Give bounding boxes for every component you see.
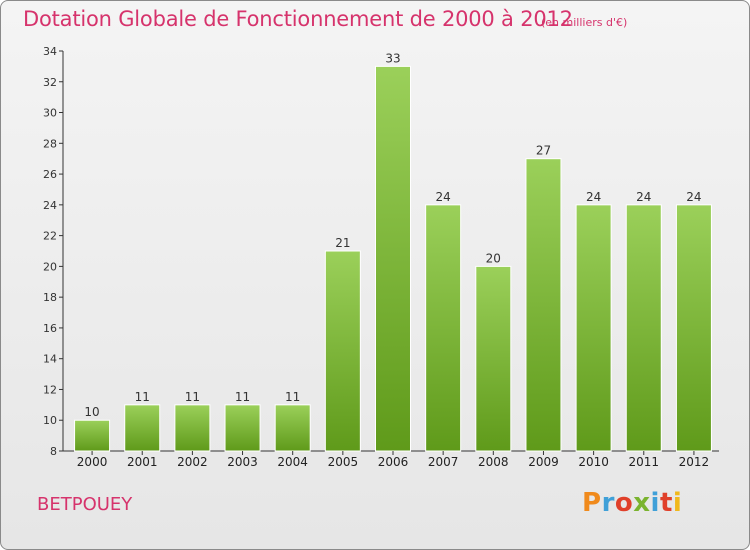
y-tick-label: 12 xyxy=(43,383,57,396)
bar-2009 xyxy=(525,158,562,452)
x-tick-label-2005: 2005 xyxy=(328,455,359,469)
y-tick-label: 18 xyxy=(43,291,57,304)
bar-2006 xyxy=(375,65,411,452)
commune-name: BETPOUEY xyxy=(37,494,133,515)
x-tick-label-2009: 2009 xyxy=(528,455,559,469)
data-label-2010: 24 xyxy=(586,190,601,204)
y-tick-label: 30 xyxy=(43,107,57,120)
x-tick-label-2007: 2007 xyxy=(428,455,459,469)
y-tick-label: 8 xyxy=(50,445,57,458)
y-tick-label: 10 xyxy=(43,414,57,427)
y-tick-label: 22 xyxy=(43,230,57,243)
x-tick-label-2012: 2012 xyxy=(679,455,710,469)
bar-2012 xyxy=(675,204,712,452)
logo-letter: x xyxy=(633,488,651,518)
logo-letter: i xyxy=(672,488,683,518)
data-label-2000: 10 xyxy=(84,405,99,419)
bar-2008 xyxy=(475,265,512,452)
logo-letter: r xyxy=(601,488,615,518)
bar-2001 xyxy=(124,404,161,452)
x-tick-label-2008: 2008 xyxy=(478,455,509,469)
bar-2000 xyxy=(74,419,111,452)
x-tick-label-2011: 2011 xyxy=(628,455,659,469)
x-tick-label-2001: 2001 xyxy=(127,455,158,469)
data-label-2005: 21 xyxy=(335,236,350,250)
data-label-2004: 11 xyxy=(285,390,300,404)
data-label-2012: 24 xyxy=(686,190,701,204)
data-label-2011: 24 xyxy=(636,190,651,204)
data-label-2007: 24 xyxy=(436,190,451,204)
y-tick-label: 24 xyxy=(43,199,57,212)
logo-letter: o xyxy=(614,488,634,518)
data-label-2006: 33 xyxy=(385,51,400,65)
y-tick-label: 20 xyxy=(43,260,57,273)
data-label-2009: 27 xyxy=(536,144,551,158)
x-tick-label-2000: 2000 xyxy=(77,455,108,469)
y-tick-label: 28 xyxy=(43,137,57,150)
y-tick-label: 26 xyxy=(43,168,57,181)
data-label-2002: 11 xyxy=(185,390,200,404)
x-tick-label-2006: 2006 xyxy=(378,455,409,469)
bar-2007 xyxy=(425,204,462,452)
bar-2003 xyxy=(224,404,261,452)
y-tick-label: 34 xyxy=(43,45,57,58)
data-label-2001: 11 xyxy=(135,390,150,404)
x-tick-label-2003: 2003 xyxy=(227,455,258,469)
chart-title: Dotation Globale de Fonctionnement de 20… xyxy=(23,7,573,31)
bar-2010 xyxy=(575,204,612,452)
bar-2004 xyxy=(274,404,311,452)
logo-letter: t xyxy=(659,488,673,518)
x-tick-label-2010: 2010 xyxy=(578,455,609,469)
data-label-2008: 20 xyxy=(486,251,501,265)
proxiti-logo: Proxiti xyxy=(582,488,682,518)
y-tick-label: 32 xyxy=(43,76,57,89)
x-tick-label-2004: 2004 xyxy=(277,455,308,469)
chart-subtitle: (en milliers d'€) xyxy=(541,16,628,29)
logo-letter: P xyxy=(582,488,602,518)
bar-2002 xyxy=(174,404,211,452)
x-tick-label-2002: 2002 xyxy=(177,455,208,469)
y-tick-label: 14 xyxy=(43,353,57,366)
y-tick-label: 16 xyxy=(43,322,57,335)
bar-2005 xyxy=(324,250,361,452)
bar-2011 xyxy=(625,204,662,452)
logo-letter: i xyxy=(650,488,660,518)
data-label-2003: 11 xyxy=(235,390,250,404)
